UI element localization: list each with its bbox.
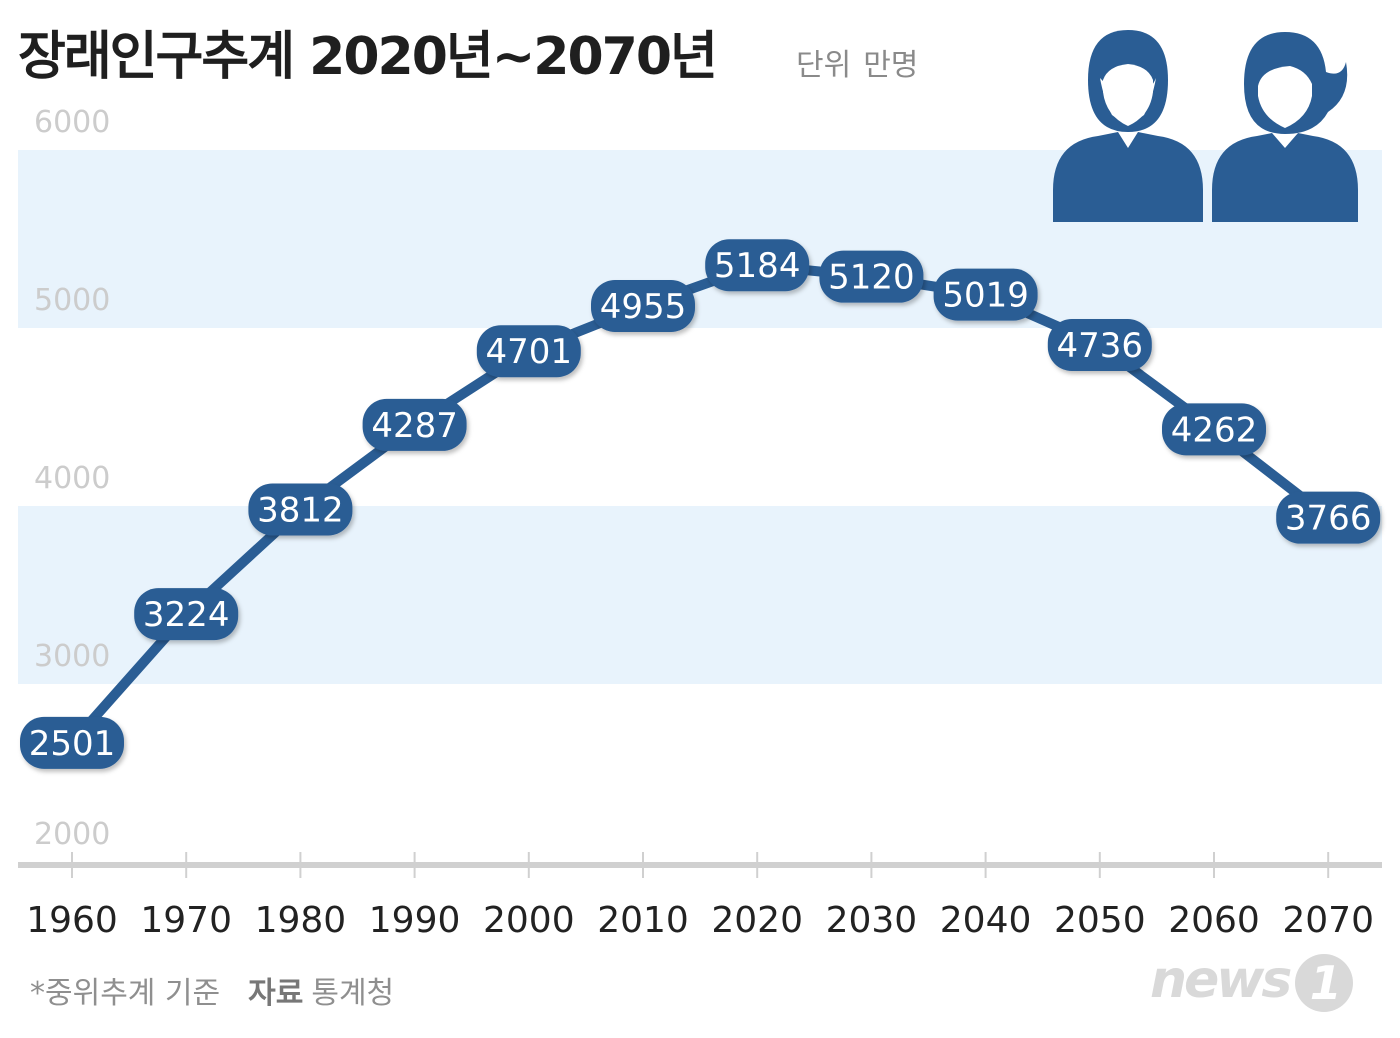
data-point: 5019 bbox=[933, 268, 1038, 321]
data-label-pill bbox=[819, 250, 924, 303]
x-tick-label: 1990 bbox=[369, 900, 461, 941]
data-point: 3812 bbox=[248, 483, 353, 536]
y-tick-label: 2000 bbox=[34, 817, 110, 852]
y-tick-label: 4000 bbox=[34, 461, 110, 496]
data-label-pill bbox=[933, 268, 1038, 321]
data-point: 2501 bbox=[20, 716, 124, 769]
unit-label: 단위 bbox=[796, 48, 852, 83]
grid-band bbox=[18, 506, 1382, 684]
data-label: 4736 bbox=[1057, 326, 1144, 366]
logo-text: news bbox=[1150, 950, 1292, 1010]
data-point: 4955 bbox=[591, 280, 695, 333]
page-title: 장래인구추계 2020년~2070년 bbox=[18, 27, 718, 87]
footer: *중위추계 기준 자료 통계청 bbox=[30, 968, 394, 1012]
x-tick-label: 2000 bbox=[483, 900, 575, 941]
footnote: *중위추계 기준 bbox=[30, 976, 221, 1011]
data-label-pill bbox=[20, 716, 124, 769]
data-label-pill bbox=[248, 483, 353, 536]
data-label: 3224 bbox=[143, 595, 230, 635]
y-tick-label: 6000 bbox=[34, 105, 110, 140]
data-label: 5019 bbox=[942, 276, 1029, 316]
source-label: 자료 bbox=[248, 976, 304, 1011]
x-tick-label: 2050 bbox=[1054, 900, 1146, 941]
data-label: 4262 bbox=[1171, 410, 1258, 450]
data-label-pill bbox=[476, 325, 581, 378]
x-tick-label: 2010 bbox=[597, 900, 689, 941]
x-tick-label: 1980 bbox=[255, 900, 347, 941]
x-tick-label: 2020 bbox=[711, 900, 803, 941]
y-tick-label: 3000 bbox=[34, 639, 110, 674]
woman-icon bbox=[1212, 32, 1358, 222]
source-value: 통계청 bbox=[311, 976, 395, 1011]
data-point: 3224 bbox=[134, 588, 239, 641]
news1-logo: news 1 bbox=[1150, 950, 1354, 1012]
x-tick-label: 1970 bbox=[140, 900, 232, 941]
x-tick-label: 2060 bbox=[1168, 900, 1260, 941]
data-label-pill bbox=[1276, 491, 1381, 544]
data-label: 2501 bbox=[29, 724, 116, 764]
data-point: 5120 bbox=[819, 250, 924, 303]
unit-caption: 단위 만명 bbox=[796, 40, 918, 84]
x-tick-label: 2030 bbox=[826, 900, 918, 941]
data-label: 3812 bbox=[257, 490, 344, 530]
unit-value: 만명 bbox=[863, 48, 919, 83]
x-tick-label: 1960 bbox=[26, 900, 118, 941]
data-label: 4955 bbox=[600, 287, 687, 327]
data-label-pill bbox=[134, 588, 239, 641]
y-tick-label: 5000 bbox=[34, 283, 110, 318]
data-label-pill bbox=[705, 239, 810, 292]
data-label-pill bbox=[591, 280, 695, 333]
data-point: 5184 bbox=[705, 239, 810, 292]
data-label-pill bbox=[1162, 403, 1266, 456]
data-label: 4701 bbox=[486, 332, 573, 372]
data-label: 5120 bbox=[828, 258, 915, 298]
data-point: 4262 bbox=[1162, 403, 1266, 456]
data-point: 3766 bbox=[1276, 491, 1381, 544]
data-label: 5184 bbox=[714, 246, 801, 286]
x-tick-label: 2070 bbox=[1282, 900, 1374, 941]
data-point: 4287 bbox=[362, 398, 467, 451]
data-label: 3766 bbox=[1285, 499, 1372, 539]
data-point: 4736 bbox=[1047, 318, 1152, 371]
man-icon bbox=[1053, 30, 1203, 222]
data-label: 4287 bbox=[371, 406, 458, 446]
data-label-pill bbox=[362, 398, 467, 451]
data-point: 4701 bbox=[476, 325, 581, 378]
logo-mark: 1 bbox=[1295, 954, 1354, 1012]
data-label-pill bbox=[1047, 318, 1152, 371]
x-tick-label: 2040 bbox=[940, 900, 1032, 941]
